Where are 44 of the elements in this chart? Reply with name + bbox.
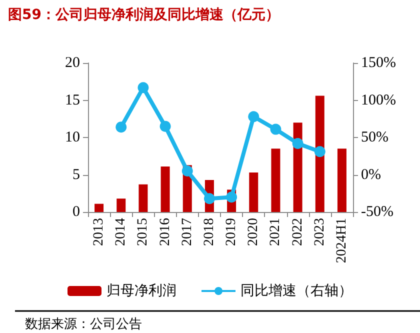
bar <box>337 148 346 212</box>
x-tick-label: 2017 <box>180 218 195 246</box>
legend-label: 归母净利润 <box>106 283 176 299</box>
x-tick-label: 2019 <box>224 218 240 246</box>
y2-tick-label: 150% <box>361 55 396 71</box>
x-tick-label: 2020 <box>246 218 262 246</box>
point <box>160 120 171 132</box>
x-tick-label: 2013 <box>92 218 107 246</box>
bar <box>138 184 148 212</box>
x-tick-label: 2024H1 <box>334 218 350 264</box>
x-tick-label: 2021 <box>268 218 284 246</box>
y-tick-label: 0 <box>72 204 80 220</box>
bar <box>271 148 280 212</box>
point <box>314 146 326 158</box>
x-tick-label: 2022 <box>290 218 306 246</box>
point <box>182 166 193 177</box>
point <box>226 192 238 203</box>
y-tick-label: 20 <box>65 55 80 71</box>
bar <box>160 166 170 212</box>
point <box>248 111 260 122</box>
x-tick-label: 2016 <box>158 218 173 246</box>
point <box>204 193 215 204</box>
bar <box>94 204 104 212</box>
x-tick-label: 2018 <box>202 218 217 246</box>
y2-tick-label: -50% <box>361 204 394 220</box>
bar <box>249 172 258 212</box>
bar <box>315 96 324 212</box>
bar <box>116 198 126 212</box>
y2-tick-label: 100% <box>361 92 396 108</box>
point <box>292 138 304 149</box>
y-tick-label: 10 <box>65 130 80 146</box>
point <box>138 82 149 94</box>
chart-title: 图59：公司归母净利润及同比增速（亿元） <box>8 6 280 23</box>
source-note: 数据来源：公司公告 <box>25 317 142 332</box>
point <box>116 122 127 133</box>
legend-label: 同比增速（右轴） <box>240 283 352 299</box>
y2-tick-label: 0% <box>361 166 381 183</box>
y2-tick-label: 50% <box>361 130 388 146</box>
y-tick-label: 5 <box>72 166 80 183</box>
x-tick-label: 2014 <box>114 218 129 246</box>
x-tick-label: 2015 <box>136 218 151 246</box>
x-tick-label: 2023 <box>312 218 328 246</box>
point <box>270 124 282 135</box>
y-tick-label: 15 <box>65 92 80 108</box>
